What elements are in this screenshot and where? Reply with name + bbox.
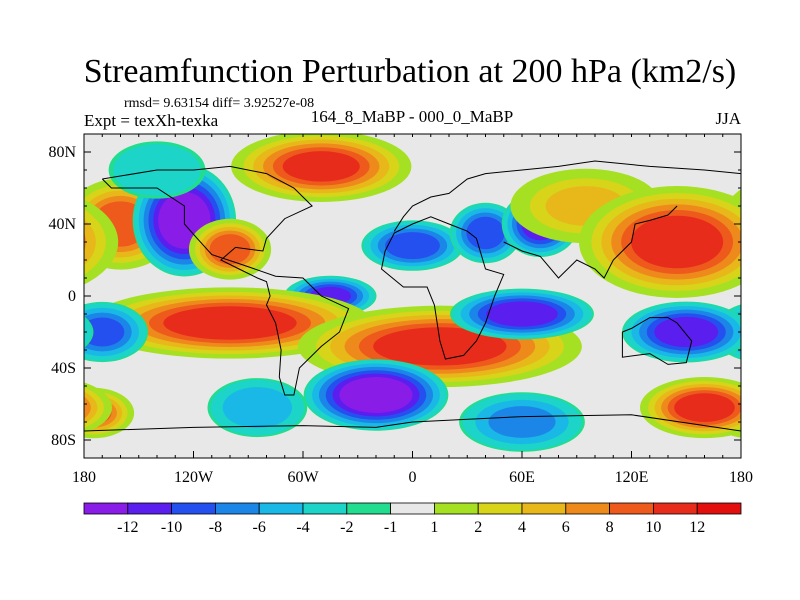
field-contour-14-10 (486, 301, 558, 327)
coastline-1 (380, 216, 505, 360)
field-contour-6-8 (385, 232, 440, 260)
colorbar-box-9 (477, 502, 523, 515)
field-contour-15-2 (84, 317, 92, 347)
field-contour-10-12 (631, 215, 724, 269)
coastline-2 (393, 160, 741, 232)
colorbar-box-14 (696, 502, 742, 515)
y-tick-label-3: 40S (51, 360, 76, 377)
x-tick-label-0: 180 (72, 469, 96, 486)
colorbar-label-12: 10 (645, 519, 661, 536)
field-contour-10-6 (84, 218, 96, 266)
y-tick-label-0: 80N (48, 144, 76, 161)
field-contour-4-2 (770, 144, 800, 196)
field-contour-15-6 (0, 310, 76, 355)
coastline-3 (503, 205, 678, 279)
colorbar-box-12 (609, 502, 654, 515)
colorbar-label-2: -8 (209, 519, 222, 536)
colorbar-box-4 (258, 502, 304, 515)
y-axis: 80N 40N 0 40S 80S (48, 133, 741, 459)
field-contour-16-14 (346, 380, 406, 410)
colorbar: -12 -10 -8 -6 -4 -2 -1 1 2 4 6 8 10 12 (83, 502, 742, 536)
field-contour-11-8 (792, 299, 800, 347)
colorbar-box-1 (127, 502, 173, 515)
field-contour-18-6 (488, 406, 556, 438)
colorbar-label-11: 8 (606, 519, 614, 536)
field-contour-13-8 (84, 317, 125, 347)
map-plot-area (0, 133, 800, 459)
y-tick-label-2: 0 (68, 288, 76, 305)
field-contour-12-12 (373, 327, 507, 366)
field-contour-1-2 (791, 166, 800, 276)
colorbar-label-6: -1 (384, 519, 397, 536)
field-contour-0-6 (736, 208, 741, 240)
colorbar-box-8 (433, 502, 479, 515)
field-contour-15-10 (654, 316, 719, 348)
field-contour-11-1.5 (745, 287, 800, 358)
field-contour-17-4 (222, 387, 293, 429)
field-contour-9-1.5 (0, 169, 4, 243)
colorbar-box-10 (521, 502, 567, 515)
colorbar-label-9: 4 (518, 519, 526, 536)
colorbar-box-2 (171, 502, 216, 515)
field-contour-20-10 (84, 405, 85, 410)
field-contour-2-10 (209, 234, 251, 265)
field-contour-20-8 (84, 396, 91, 419)
chart-title: Streamfunction Perturbation at 200 hPa (… (84, 53, 737, 90)
field-contour-1-1.5 (790, 164, 800, 276)
colorbar-label-4: -4 (296, 519, 309, 536)
y-tick-label-1: 40N (48, 216, 76, 233)
field-contour-0-8 (743, 196, 800, 252)
field-contour-15-4 (0, 306, 84, 358)
colorbar-label-5: -2 (340, 519, 353, 536)
field-contour-20-12 (17, 393, 78, 422)
case-label: 164_8_MaBP - 000_0_MaBP (311, 107, 513, 126)
colorbar-box-5 (302, 502, 348, 515)
field-contour-1-4 (796, 171, 800, 270)
field-contour-11-4 (763, 292, 800, 354)
field-contour-20-6 (84, 391, 98, 424)
coastline-0 (101, 165, 350, 396)
field-contour-13-8 (737, 323, 741, 341)
field-contour-11-12 (163, 306, 297, 340)
colorbar-box-7 (390, 502, 435, 515)
colorbar-box-11 (565, 502, 610, 515)
field-contour-7-8 (466, 216, 505, 250)
x-tick-label-6: 180 (729, 469, 753, 486)
field-contour-11-2 (749, 288, 800, 357)
x-axis: 180 120W 60W 0 60E 120E 180 (72, 134, 753, 486)
field-contour-3-12 (282, 151, 360, 182)
colorbar-label-0: -12 (117, 519, 138, 536)
coastline-4 (621, 317, 693, 365)
experiment-label: Expt = texXh-texka (84, 111, 219, 130)
coastline-5 (84, 414, 741, 432)
colorbar-box-3 (214, 502, 260, 515)
field-contour-11-6 (777, 295, 800, 350)
x-tick-label-4: 60E (509, 469, 535, 486)
x-tick-label-5: 120E (615, 469, 649, 486)
colorbar-label-7: 1 (430, 519, 438, 536)
field-contour-15-8 (0, 313, 69, 350)
colorbar-label-3: -6 (253, 519, 266, 536)
season-label: JJA (715, 109, 741, 128)
x-tick-label-3: 0 (409, 469, 417, 486)
x-tick-label-1: 120W (174, 469, 214, 486)
y-tick-label-4: 80S (51, 432, 76, 449)
colorbar-label-8: 2 (474, 519, 482, 536)
colorbar-label-1: -10 (161, 519, 182, 536)
field-contour-20-12 (674, 393, 735, 422)
field-contour-0-10 (749, 201, 800, 246)
rmsd-label: rmsd= 9.63154 diff= 3.92527e-08 (124, 96, 314, 111)
x-tick-label-2: 60W (287, 469, 319, 486)
colorbar-box-0 (83, 502, 129, 515)
field-contour-15-10 (0, 317, 61, 347)
colorbar-box-13 (653, 502, 698, 515)
colorbar-label-10: 6 (562, 519, 570, 536)
field-contour-4-1.5 (766, 141, 800, 198)
colorbar-label-13: 12 (689, 519, 705, 536)
colorbar-box-6 (346, 502, 391, 515)
field-contour-15-1.5 (84, 316, 94, 348)
